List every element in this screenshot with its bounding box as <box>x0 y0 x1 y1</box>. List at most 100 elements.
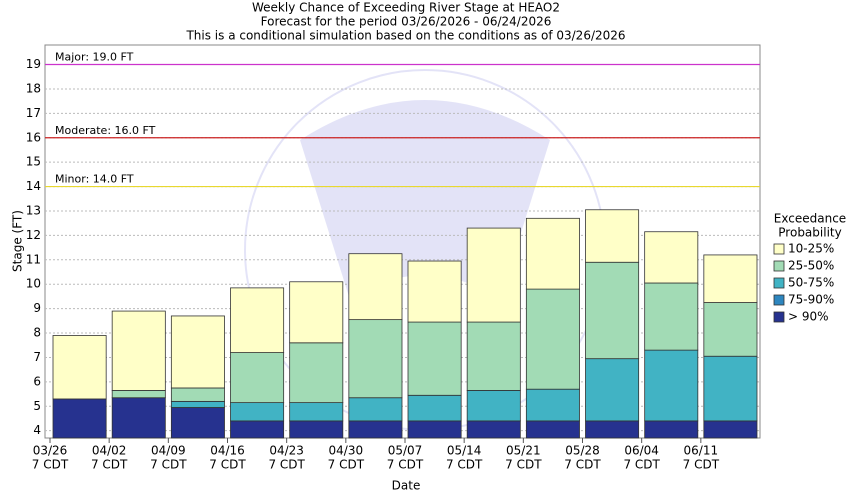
x-tick-sublabel: 7 CDT <box>387 458 424 472</box>
legend-swatch <box>773 311 785 323</box>
legend-swatch <box>773 260 785 272</box>
bar-segment <box>585 358 640 422</box>
x-tick-label: 04/16 <box>210 444 245 458</box>
y-tick-label: 6 <box>33 374 41 388</box>
x-tick-sublabel: 7 CDT <box>209 458 246 472</box>
bar-segment <box>52 398 107 439</box>
y-tick-label: 4 <box>33 423 41 437</box>
bar-segment <box>348 420 403 439</box>
legend-label: 50-75% <box>788 276 834 290</box>
x-tick-label: 05/28 <box>565 444 600 458</box>
bar-segment <box>703 355 758 422</box>
bar-segment <box>585 420 640 439</box>
bar-segment <box>466 227 521 323</box>
legend-title: Exceedance <box>774 212 846 226</box>
bar-segment <box>407 394 462 422</box>
bar-segment <box>348 397 403 422</box>
y-tick-label: 12 <box>26 228 41 242</box>
bar-segment <box>111 390 166 399</box>
bar-segment <box>407 260 462 323</box>
bar-segment <box>585 261 640 360</box>
x-tick-label: 04/02 <box>92 444 127 458</box>
legend-swatch <box>773 243 785 255</box>
bar-segment <box>230 420 285 439</box>
y-tick-label: 13 <box>26 203 41 217</box>
bar-segment <box>525 420 580 439</box>
legend-label: 75-90% <box>788 293 834 307</box>
y-tick-label: 16 <box>26 130 41 144</box>
x-tick-sublabel: 7 CDT <box>623 458 660 472</box>
bar-segment <box>111 397 166 439</box>
bar-segment <box>585 209 640 263</box>
bar-segment <box>644 282 699 351</box>
y-tick-label: 9 <box>33 301 41 315</box>
bar-segment <box>466 390 521 422</box>
x-tick-label: 05/21 <box>506 444 541 458</box>
x-tick-sublabel: 7 CDT <box>446 458 483 472</box>
bar-segment <box>407 321 462 396</box>
x-tick-label: 05/07 <box>388 444 423 458</box>
bar-segment <box>644 231 699 284</box>
chart-title: This is a conditional simulation based o… <box>185 29 625 43</box>
legend-title: Probability <box>778 226 841 240</box>
bar-segment <box>466 420 521 439</box>
bar-segment <box>289 342 344 404</box>
chart-title: Weekly Chance of Exceeding River Stage a… <box>252 1 560 15</box>
x-axis-label: Date <box>392 479 421 493</box>
bar-segment <box>466 321 521 391</box>
bar-segment <box>703 254 758 303</box>
bar-segment <box>289 281 344 344</box>
bar-segment <box>644 349 699 422</box>
legend-swatch <box>773 277 785 289</box>
x-tick-sublabel: 7 CDT <box>683 458 720 472</box>
threshold-label: Moderate: 16.0 FT <box>55 124 156 137</box>
x-tick-sublabel: 7 CDT <box>505 458 542 472</box>
bar-segment <box>170 400 225 408</box>
legend-label: 25-50% <box>788 259 834 273</box>
bar-segment <box>170 315 225 389</box>
bar-segment <box>348 253 403 321</box>
y-tick-label: 5 <box>33 399 41 413</box>
bar-segment <box>170 387 225 402</box>
x-tick-label: 03/26 <box>33 444 68 458</box>
bar-segment <box>170 407 225 439</box>
y-tick-label: 18 <box>26 81 41 95</box>
y-tick-label: 19 <box>26 57 41 71</box>
y-tick-label: 10 <box>26 277 41 291</box>
legend-label: 10-25% <box>788 242 834 256</box>
y-tick-label: 17 <box>26 106 41 120</box>
x-tick-sublabel: 7 CDT <box>32 458 69 472</box>
x-tick-label: 05/14 <box>447 444 482 458</box>
y-axis-label: Stage (FT) <box>11 210 25 272</box>
x-tick-label: 04/09 <box>151 444 186 458</box>
y-tick-label: 11 <box>26 252 41 266</box>
y-tick-label: 8 <box>33 326 41 340</box>
x-tick-label: 06/04 <box>624 444 659 458</box>
x-tick-label: 04/23 <box>269 444 304 458</box>
plot-area <box>44 44 761 439</box>
threshold-label: Minor: 14.0 FT <box>55 173 134 186</box>
threshold-label: Major: 19.0 FT <box>55 51 134 64</box>
bar-segment <box>525 388 580 422</box>
bar-segment <box>230 352 285 404</box>
y-tick-label: 14 <box>26 179 41 193</box>
bar-segment <box>230 287 285 353</box>
x-tick-label: 04/30 <box>329 444 364 458</box>
bar-segment <box>289 420 344 439</box>
x-tick-sublabel: 7 CDT <box>150 458 187 472</box>
x-tick-sublabel: 7 CDT <box>268 458 305 472</box>
bar-segment <box>703 420 758 439</box>
x-tick-sublabel: 7 CDT <box>91 458 128 472</box>
bar-segment <box>407 420 462 439</box>
bar-segment <box>230 402 285 422</box>
bar-segment <box>348 319 403 399</box>
bar-segment <box>111 310 166 391</box>
y-tick-label: 15 <box>26 155 41 169</box>
legend-swatch <box>773 294 785 306</box>
bar-segment <box>52 335 107 400</box>
bar-segment <box>644 420 699 439</box>
y-tick-label: 7 <box>33 350 41 364</box>
x-tick-label: 06/11 <box>684 444 719 458</box>
